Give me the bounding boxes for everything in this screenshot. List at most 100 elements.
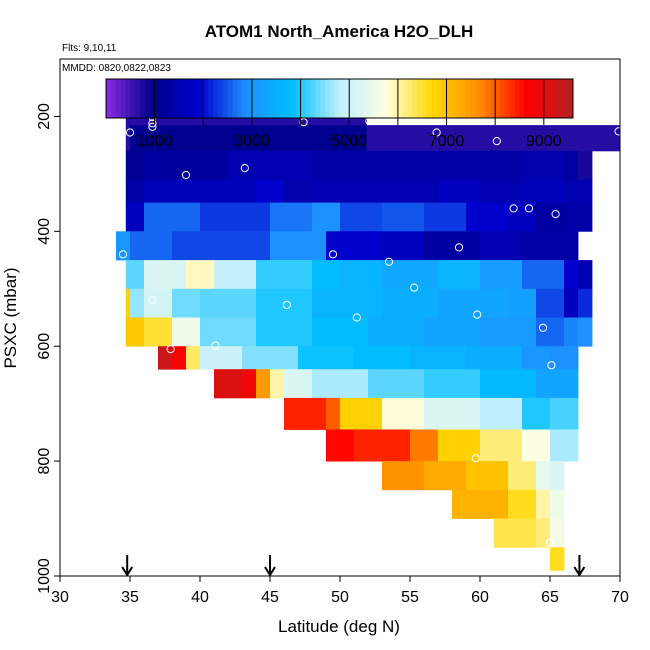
heatmap-cell bbox=[340, 202, 383, 232]
colorbar-segment bbox=[130, 79, 136, 118]
heatmap-cell bbox=[172, 317, 201, 347]
colorbar-segment bbox=[568, 79, 574, 118]
data-point bbox=[118, 250, 128, 259]
data-point bbox=[410, 283, 419, 292]
heatmap-cell bbox=[480, 317, 537, 347]
data-point bbox=[282, 300, 291, 309]
flights-note: Flts: 9,10,11 bbox=[62, 43, 117, 54]
x-tick-label: 55 bbox=[401, 589, 419, 606]
colorbar-segment bbox=[475, 79, 482, 118]
heatmap-cell bbox=[522, 260, 565, 290]
data-point bbox=[524, 204, 534, 213]
heatmap-cell bbox=[382, 461, 425, 491]
colorbar-segment bbox=[397, 79, 404, 118]
x-tick-label: 60 bbox=[471, 589, 489, 606]
heatmap-cell bbox=[186, 260, 215, 290]
heatmap-cell bbox=[522, 429, 551, 462]
colorbar-segment bbox=[495, 79, 501, 118]
colorbar-ticks: 1000 3000 5000 7000 9000 bbox=[137, 79, 562, 150]
colorbar-tick-label: 3000 bbox=[234, 133, 270, 150]
y-axis: 200 400 600 800 1000 bbox=[36, 103, 60, 594]
colorbar-segment bbox=[402, 79, 409, 118]
data-point bbox=[432, 128, 441, 137]
heatmap-cell bbox=[116, 231, 131, 261]
colorbar-segment bbox=[310, 79, 316, 118]
heatmap-cell bbox=[564, 150, 579, 180]
heatmap-cell bbox=[186, 346, 201, 370]
y-tick-label: 800 bbox=[36, 448, 53, 475]
colorbar-segment bbox=[417, 79, 423, 118]
heatmap-cell bbox=[410, 429, 439, 462]
heatmap-cell bbox=[438, 288, 509, 318]
heatmap-cell bbox=[550, 489, 565, 519]
data-point bbox=[299, 118, 308, 127]
heatmap-cell bbox=[256, 369, 271, 399]
heatmap-cell bbox=[466, 461, 509, 491]
heatmap-cell bbox=[382, 231, 425, 261]
x-tick-label: 65 bbox=[541, 589, 559, 606]
heatmap-cell bbox=[480, 179, 523, 203]
heatmap-cell bbox=[466, 346, 523, 370]
heatmap-cell bbox=[550, 518, 565, 548]
colorbar-segment bbox=[256, 79, 263, 118]
colorbar-segment bbox=[198, 79, 204, 118]
colorbar-segment bbox=[159, 79, 165, 118]
heatmap-cell bbox=[256, 317, 313, 347]
heatmap-cell bbox=[144, 317, 173, 347]
heatmap-cell bbox=[480, 231, 523, 261]
colorbar-segment bbox=[140, 79, 146, 118]
heatmap-cell bbox=[130, 288, 145, 318]
colorbar-segment bbox=[412, 79, 418, 118]
colorbar-segment bbox=[203, 79, 209, 118]
heatmap-cell bbox=[508, 202, 537, 232]
heatmap-cell bbox=[242, 346, 299, 370]
heatmap-cell bbox=[522, 179, 565, 203]
colorbar-segment bbox=[178, 79, 185, 118]
heatmap-cell bbox=[522, 231, 579, 261]
heatmap-cell bbox=[284, 397, 327, 430]
heatmap-cell bbox=[312, 317, 369, 347]
heatmap-cell bbox=[578, 288, 593, 318]
heatmap-cell bbox=[200, 202, 271, 232]
heatmap-cell bbox=[125, 179, 145, 203]
colorbar-segment bbox=[509, 79, 516, 118]
heatmap-cell bbox=[125, 125, 131, 152]
heatmap-cell bbox=[354, 346, 411, 370]
colorbar-segment bbox=[208, 79, 214, 118]
heatmap-cell bbox=[578, 317, 593, 347]
heatmap-cell bbox=[130, 125, 201, 152]
data-point bbox=[454, 243, 464, 252]
heatmap-cell bbox=[550, 397, 579, 430]
colorbar-segment bbox=[271, 79, 277, 118]
dates-note: MMDD: 0820,0822,0823 bbox=[62, 63, 171, 74]
heatmap-cell bbox=[564, 202, 593, 232]
heatmap-cell bbox=[522, 150, 565, 180]
y-tick-label: 600 bbox=[36, 333, 53, 360]
colorbar-segment bbox=[315, 79, 321, 118]
heatmap-cell bbox=[536, 518, 551, 548]
heatmap-cell bbox=[200, 125, 367, 152]
colorbar-segment bbox=[237, 79, 243, 118]
heatmap-cell bbox=[242, 369, 257, 399]
heatmap-cell bbox=[382, 260, 439, 290]
heatmap-cell bbox=[480, 397, 523, 430]
colorbar-tick-label: 7000 bbox=[429, 133, 465, 150]
heatmap-cell bbox=[508, 288, 537, 318]
colorbar-segment bbox=[480, 79, 486, 118]
heatmap-cell bbox=[144, 288, 173, 318]
marker-arrow-head bbox=[573, 566, 586, 577]
colorbar-segment bbox=[407, 79, 413, 118]
y-axis-label: PSXC (mbar) bbox=[1, 267, 20, 368]
heatmap-cell bbox=[125, 288, 131, 318]
colorbar-segment bbox=[115, 79, 122, 118]
x-axis-label: Latitude (deg N) bbox=[278, 617, 400, 636]
colorbar-segment bbox=[524, 79, 530, 118]
colorbar-segment bbox=[251, 79, 258, 118]
colorbar-segment bbox=[436, 79, 443, 118]
colorbar-segment bbox=[222, 79, 229, 118]
colorbar-segment bbox=[504, 79, 511, 118]
heatmap-cell bbox=[214, 260, 257, 290]
data-point bbox=[538, 323, 548, 332]
colorbar-segment bbox=[149, 79, 156, 118]
colorbar-segment bbox=[451, 79, 457, 118]
